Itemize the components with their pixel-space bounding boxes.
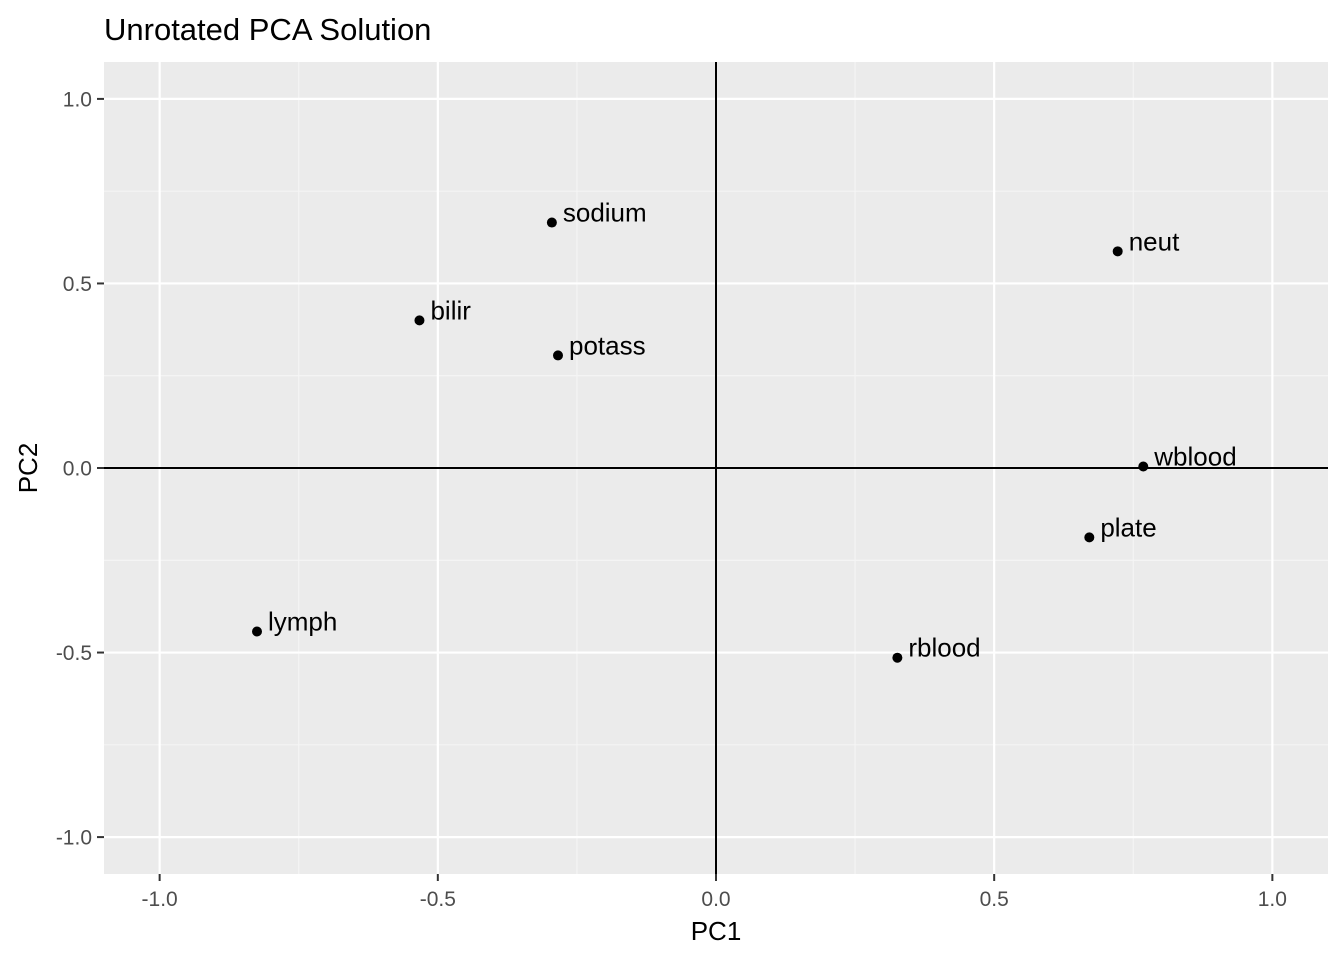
y-tick-label: -0.5 xyxy=(56,642,92,665)
data-point-wblood xyxy=(1138,461,1149,472)
point-label-potass: potass xyxy=(569,330,646,360)
x-tick-label: -1.0 xyxy=(142,888,178,911)
point-label-lymph: lymph xyxy=(268,607,337,637)
data-point-sodium xyxy=(546,217,557,228)
x-tick-label: 1.0 xyxy=(1258,888,1287,911)
point-label-rblood: rblood xyxy=(908,633,980,663)
point-label-plate: plate xyxy=(1100,512,1156,542)
y-tick-label: 1.0 xyxy=(63,88,92,111)
point-label-neut: neut xyxy=(1129,226,1180,256)
point-label-bilir: bilir xyxy=(430,295,471,325)
x-tick-label: 0.0 xyxy=(701,888,730,911)
point-label-sodium: sodium xyxy=(563,198,647,228)
x-tick-label: 0.5 xyxy=(980,888,1009,911)
plot-layer: -1.0 -0.5 0.0 0.5 1.0 -1.0 -0.5 0.0 0.5 1.0 sodium… xyxy=(56,62,1328,911)
point-label-wblood: wblood xyxy=(1153,442,1236,472)
y-axis-title: PC2 xyxy=(13,443,43,494)
x-axis-title: PC1 xyxy=(691,916,742,946)
y-tick-label: 0.5 xyxy=(63,273,92,296)
data-point-bilir xyxy=(414,315,425,326)
data-point-rblood xyxy=(892,652,903,663)
x-tick-label: -0.5 xyxy=(420,888,456,911)
data-point-lymph xyxy=(252,626,262,637)
y-tick-label: 0.0 xyxy=(63,458,92,481)
data-point-neut xyxy=(1112,246,1123,257)
data-point-plate xyxy=(1084,532,1095,543)
chart-title: Unrotated PCA Solution xyxy=(104,12,431,47)
y-tick-label: -1.0 xyxy=(56,827,92,850)
data-point-potass xyxy=(552,350,563,361)
